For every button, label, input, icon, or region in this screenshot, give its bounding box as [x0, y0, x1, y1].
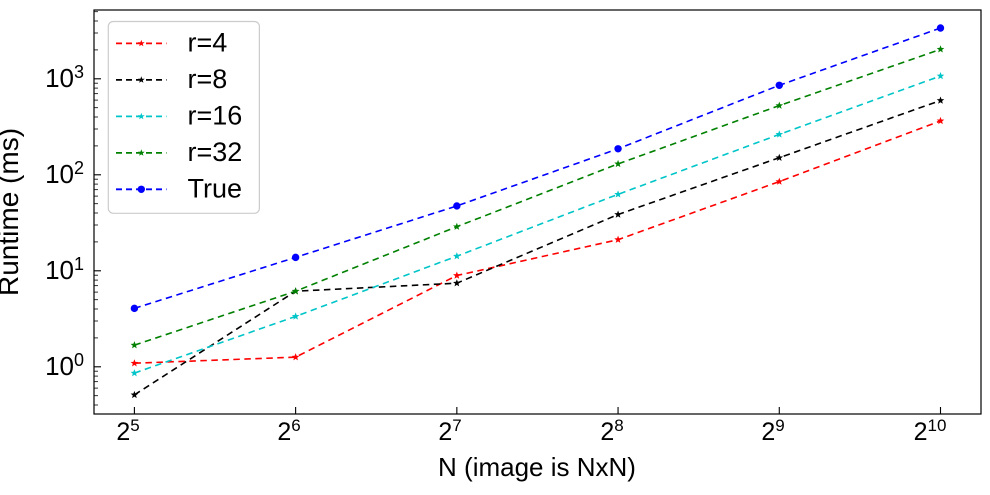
- svg-text:r=8: r=8: [188, 64, 228, 94]
- svg-text:True: True: [188, 174, 243, 204]
- svg-text:r=16: r=16: [188, 101, 243, 131]
- svg-text:r=32: r=32: [188, 137, 243, 167]
- svg-text:r=4: r=4: [188, 28, 228, 58]
- svg-text:N (image is NxN): N (image is NxN): [438, 452, 636, 482]
- svg-text:Runtime (ms): Runtime (ms): [0, 128, 24, 296]
